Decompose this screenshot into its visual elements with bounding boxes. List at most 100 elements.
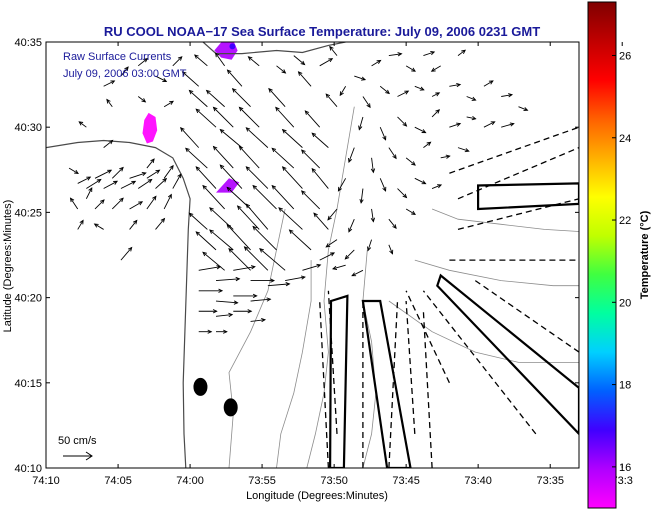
current-vector (431, 92, 441, 97)
x-tick-label: 73:35 (536, 475, 564, 487)
colorbar-tick-label: 24 (619, 133, 631, 145)
colorbar-label: Temperature (°C) (639, 210, 651, 299)
x-tick-label: 73:3 (612, 475, 633, 487)
current-vector (188, 89, 208, 108)
station-marker (193, 377, 208, 396)
x-tick-label: 74:00 (176, 475, 204, 487)
current-vector (233, 293, 258, 299)
current-vector (483, 121, 496, 128)
current-vector (311, 132, 329, 148)
colorbar-tick-label: 18 (619, 380, 631, 392)
current-vector (215, 312, 234, 318)
current-vector (267, 281, 291, 287)
transect-line (388, 300, 399, 468)
current-vector (405, 208, 416, 215)
depth-contour (431, 208, 579, 232)
depth-contour (362, 249, 377, 468)
current-vector (233, 309, 253, 314)
current-vector (348, 219, 355, 233)
current-vector (329, 45, 338, 56)
current-vector (212, 106, 234, 128)
current-vector (440, 154, 451, 159)
current-vector (388, 218, 397, 230)
current-vector (370, 157, 376, 174)
inset-label-line1: Raw Surface Currents (63, 51, 172, 63)
y-tick-label: 40:30 (14, 122, 42, 134)
current-vector (231, 87, 251, 108)
current-vector (271, 147, 295, 169)
current-vector (431, 184, 443, 189)
current-vector (414, 85, 425, 91)
current-vector (250, 317, 267, 323)
current-vector (300, 149, 321, 169)
y-tick-label: 40:15 (14, 378, 42, 390)
plot-frame (45, 41, 580, 469)
current-vector (397, 188, 408, 199)
x-tick-label: 73:55 (248, 475, 276, 487)
current-vector (466, 115, 477, 121)
current-vector (371, 59, 382, 67)
current-vector (137, 178, 153, 189)
current-vector (414, 126, 427, 134)
sampling-box (328, 294, 349, 468)
current-vector (276, 65, 287, 74)
sampling-box (436, 273, 579, 436)
sampling-box (361, 299, 412, 468)
current-vector (319, 252, 336, 261)
current-vector (457, 49, 467, 56)
current-vector (362, 96, 371, 109)
chart-title: RU COOL NOAA−17 Sea Surface Temperature:… (104, 24, 540, 39)
current-vector (106, 98, 113, 107)
scale-arrow (63, 451, 93, 461)
current-vector (431, 109, 441, 118)
station-marker (223, 398, 238, 417)
current-vector (195, 108, 217, 128)
current-vector (103, 180, 118, 189)
current-vector (215, 276, 241, 282)
colorbar (587, 1, 617, 509)
current-vector (68, 167, 79, 175)
current-vector (198, 329, 213, 334)
y-tick-label: 40:20 (14, 293, 42, 305)
current-vector (501, 93, 514, 98)
current-vector (423, 51, 436, 57)
current-vector (238, 106, 260, 128)
current-vector (379, 85, 391, 95)
x-axis: 74:10 74:05 74:00 73:55 73:50 73:45 73:40 73:35… (32, 42, 633, 487)
current-vector (297, 71, 312, 87)
current-vector (172, 56, 183, 67)
current-vector (466, 96, 477, 101)
current-vector (209, 229, 234, 251)
sampling-box (477, 182, 579, 211)
current-vector (397, 90, 410, 97)
current-vector (518, 106, 529, 112)
x-tick-label: 74:10 (32, 475, 60, 487)
current-vector (188, 212, 208, 230)
offshore-patch (216, 178, 240, 193)
current-vector (325, 239, 338, 248)
current-vector (449, 82, 462, 88)
current-vector (69, 197, 79, 210)
current-vector (414, 177, 427, 185)
current-vector (228, 247, 251, 271)
current-vector (155, 217, 166, 230)
current-vector (202, 251, 225, 271)
current-vector (226, 69, 243, 87)
current-vector (214, 52, 226, 67)
depth-contour (388, 300, 579, 363)
current-vector (86, 178, 102, 189)
y-tick-label: 40:35 (14, 37, 42, 49)
current-vector (300, 190, 321, 210)
current-vector (216, 329, 228, 334)
current-vector (397, 116, 408, 127)
current-vector (172, 173, 182, 189)
current-vector (226, 223, 251, 251)
sst-patches (142, 42, 240, 193)
current-vector (388, 52, 403, 57)
current-vector (219, 164, 243, 189)
colorbar-tick-label: 16 (619, 462, 631, 474)
transect-line (327, 290, 338, 434)
current-vector (78, 121, 87, 128)
current-vector (198, 309, 218, 314)
